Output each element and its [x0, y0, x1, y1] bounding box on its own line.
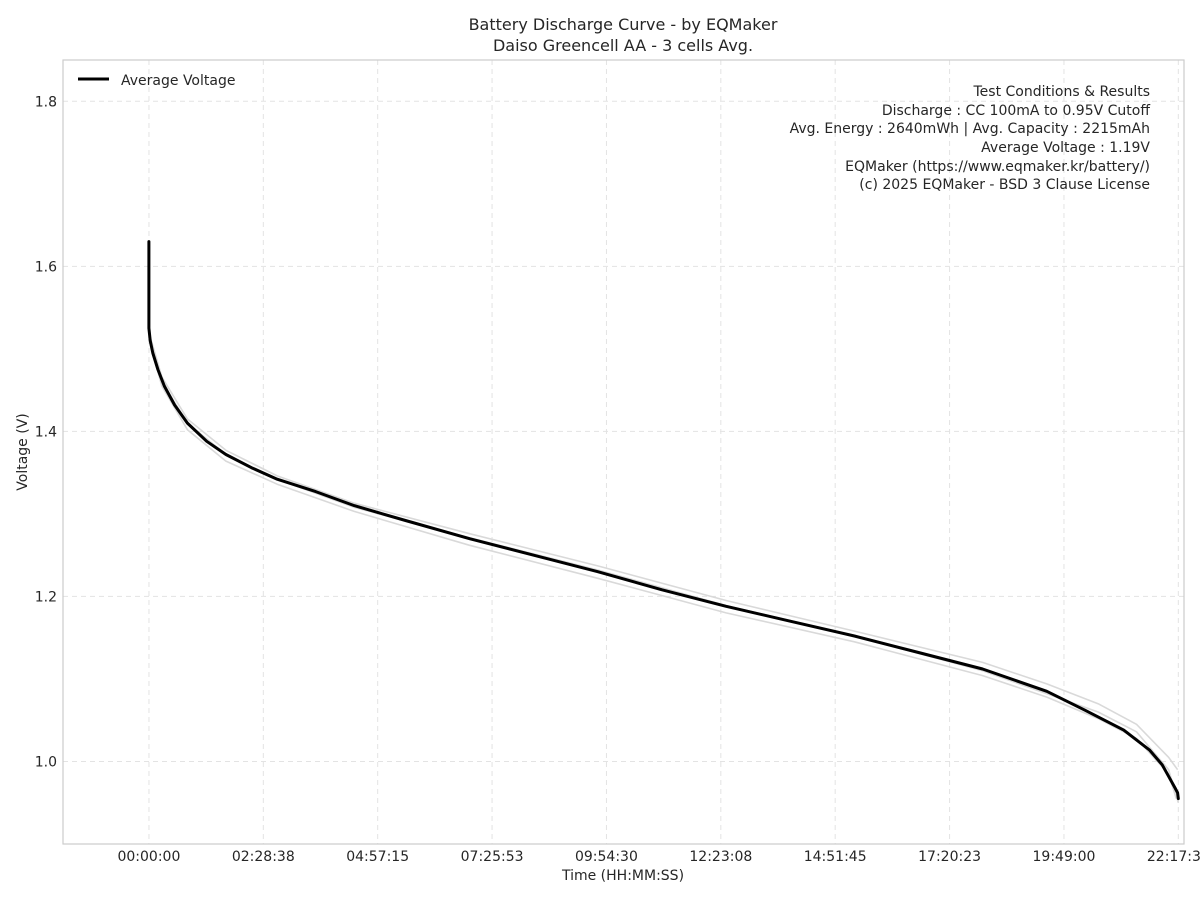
legend: Average Voltage — [78, 73, 235, 89]
y-tick-label: 1.8 — [35, 94, 57, 110]
average-voltage-curve — [147, 240, 1180, 801]
legend-label-average-voltage: Average Voltage — [121, 73, 235, 89]
annotation-average-voltage: Average Voltage : 1.19V — [981, 140, 1150, 156]
cell-voltage-line — [148, 336, 1180, 803]
x-tick-label: 07:25:53 — [461, 849, 524, 865]
cell-voltage-line — [148, 332, 1179, 771]
x-tick-label: 22:17:38 — [1147, 849, 1200, 865]
individual-cell-curves — [148, 332, 1180, 803]
chart-title: Battery Discharge Curve - by EQMaker — [469, 15, 778, 34]
annotation-discharge: Discharge : CC 100mA to 0.95V Cutoff — [882, 103, 1151, 119]
annotation-url: EQMaker (https://www.eqmaker.kr/battery/… — [845, 159, 1150, 175]
y-axis-ticks: 1.0 1.2 1.4 1.6 1.8 — [35, 94, 57, 770]
annotation-energy-capacity: Avg. Energy : 2640mWh | Avg. Capacity : … — [790, 121, 1150, 137]
cell-voltage-line — [148, 338, 1178, 799]
y-tick-label: 1.6 — [35, 259, 57, 275]
x-axis-label: Time (HH:MM:SS) — [561, 868, 684, 884]
y-tick-label: 1.2 — [35, 589, 57, 605]
x-tick-label: 00:00:00 — [117, 849, 180, 865]
x-axis-ticks: 00:00:00 02:28:38 04:57:15 07:25:53 09:54:30… — [117, 849, 1200, 865]
y-axis-label: Voltage (V) — [15, 413, 31, 490]
y-tick-label: 1.4 — [35, 424, 57, 440]
average-voltage-line — [147, 240, 1180, 801]
x-tick-label: 19:49:00 — [1033, 849, 1096, 865]
grid-lines — [63, 60, 1184, 844]
chart-subtitle: Daiso Greencell AA - 3 cells Avg. — [493, 36, 753, 55]
x-tick-label: 09:54:30 — [575, 849, 638, 865]
y-tick-label: 1.0 — [35, 754, 57, 770]
x-tick-label: 14:51:45 — [804, 849, 867, 865]
annotation-license: (c) 2025 EQMaker - BSD 3 Clause License — [859, 177, 1150, 193]
plot-frame — [62, 59, 1185, 845]
x-tick-label: 04:57:15 — [346, 849, 409, 865]
x-tick-label: 02:28:38 — [232, 849, 295, 865]
x-tick-label: 17:20:23 — [918, 849, 981, 865]
test-conditions-annotation: Test Conditions & Results Discharge : CC… — [790, 84, 1151, 193]
annotation-heading: Test Conditions & Results — [973, 84, 1151, 100]
x-tick-label: 12:23:08 — [689, 849, 752, 865]
